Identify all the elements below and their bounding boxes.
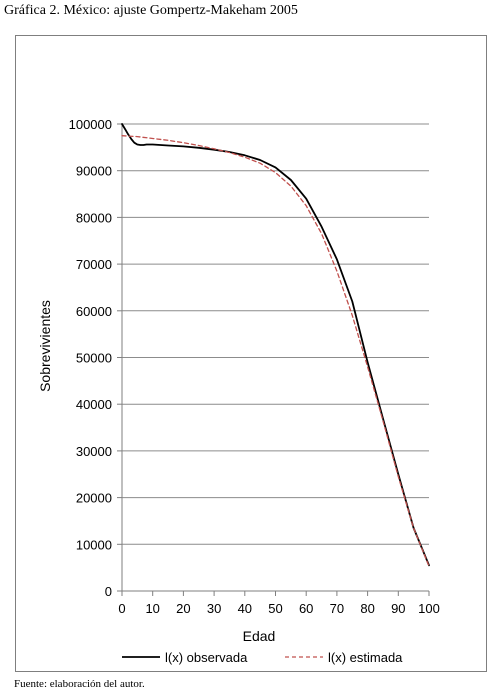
x-tick-label: 20 [176, 601, 190, 616]
axes [117, 123, 430, 596]
y-tick-label: 20000 [76, 491, 112, 506]
y-tick-label: 90000 [76, 164, 112, 179]
legend: l(x) observada l(x) estimada [122, 650, 403, 665]
x-tick-label: 50 [268, 601, 282, 616]
y-tick-label: 70000 [76, 257, 112, 272]
gridlines [122, 123, 429, 545]
y-tick-label: 10000 [76, 537, 112, 552]
x-tick-label: 10 [145, 601, 159, 616]
chart-frame [15, 35, 487, 672]
x-tick-label: 80 [360, 601, 374, 616]
legend-label-1: l(x) observada [165, 650, 248, 665]
x-tick-label: 70 [330, 601, 344, 616]
y-axis-label: Sobrevivientes [37, 300, 53, 392]
x-tick-label: 100 [418, 601, 440, 616]
y-tick-label: 0 [105, 584, 112, 599]
figure-caption: Gráfica 2. México: ajuste Gompertz-Makeh… [4, 3, 298, 18]
x-tick-label: 60 [299, 601, 313, 616]
y-tick-labels: 0 10000 20000 30000 40000 50000 60000 70000 8000… [69, 117, 112, 599]
series-line-1 [121, 123, 430, 567]
y-tick-label: 80000 [76, 210, 112, 225]
x-axis-label: Edad [243, 628, 276, 644]
x-tick-labels: 0 10 20 30 40 50 60 70 80 90 100 [118, 601, 439, 616]
source-note: Fuente: elaboración del autor. [14, 678, 145, 690]
x-tick-label: 40 [238, 601, 252, 616]
y-tick-label: 40000 [76, 397, 112, 412]
x-tick-label: 0 [118, 601, 125, 616]
y-tick-label: 50000 [76, 351, 112, 366]
legend-label-2: l(x) estimada [328, 650, 403, 665]
series-lines [121, 123, 430, 567]
y-tick-label: 60000 [76, 304, 112, 319]
x-tick-label: 90 [391, 601, 405, 616]
series-line-2 [121, 135, 430, 567]
x-tick-label: 30 [207, 601, 221, 616]
y-tick-label: 30000 [76, 444, 112, 459]
y-tick-label: 100000 [69, 117, 112, 132]
